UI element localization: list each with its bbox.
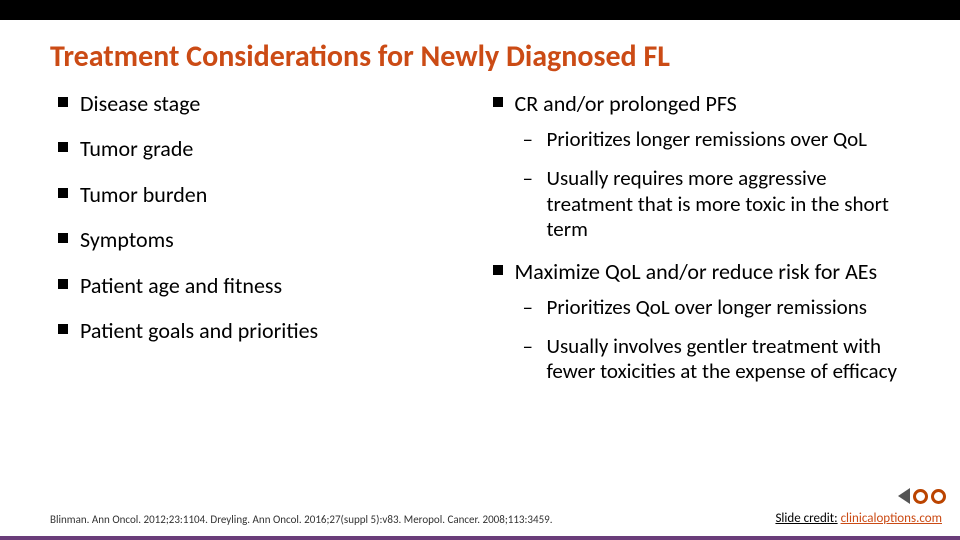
list-item: Maximize QoL and/or reduce risk for AEs (493, 259, 916, 285)
bullet-square-icon (58, 233, 68, 243)
list-item: CR and/or prolonged PFS (493, 91, 916, 117)
sub-list-item-label: Prioritizes QoL over longer remissions (547, 294, 868, 320)
dash-icon: – (523, 295, 533, 321)
left-column: Disease stage Tumor grade Tumor burden S… (58, 91, 487, 401)
footer: Blinman. Ann Oncol. 2012;23:1104. Dreyli… (0, 511, 960, 526)
page-title: Treatment Considerations for Newly Diagn… (0, 20, 960, 85)
bullet-square-icon (58, 97, 68, 107)
dash-icon: – (523, 334, 533, 360)
sub-list-item: –Usually requires more aggressive treatm… (523, 166, 916, 243)
sub-list-item-label: Usually requires more aggressive treatme… (547, 165, 889, 242)
list-item-label: Maximize QoL and/or reduce risk for AEs (515, 258, 878, 285)
sub-list: –Prioritizes QoL over longer remissions … (493, 295, 916, 385)
sub-list: –Prioritizes longer remissions over QoL … (493, 127, 916, 242)
list-item: Patient age and fitness (58, 273, 487, 299)
bullet-square-icon (58, 188, 68, 198)
list-item: Symptoms (58, 227, 487, 253)
list-item-label: Patient age and fitness (80, 272, 282, 299)
sub-list-item: –Usually involves gentler treatment with… (523, 334, 916, 385)
list-item: Tumor grade (58, 136, 487, 162)
credit-link[interactable]: clinicaloptions.com (841, 511, 942, 526)
bullet-square-icon (493, 265, 503, 275)
circle-icon (913, 489, 928, 504)
triangle-icon (898, 488, 910, 504)
list-item: Disease stage (58, 91, 487, 117)
list-item-label: Tumor grade (80, 135, 193, 162)
content-area: Disease stage Tumor grade Tumor burden S… (0, 85, 960, 401)
citation-text: Blinman. Ann Oncol. 2012;23:1104. Dreyli… (50, 513, 553, 526)
list-item-label: Disease stage (80, 90, 200, 117)
list-item-label: CR and/or prolonged PFS (515, 90, 737, 117)
brand-logo (898, 488, 946, 504)
top-bar (0, 0, 960, 20)
list-item-label: Patient goals and priorities (80, 317, 318, 344)
bullet-square-icon (58, 324, 68, 334)
list-item: Tumor burden (58, 182, 487, 208)
sub-list-item: –Prioritizes QoL over longer remissions (523, 295, 916, 321)
sub-list-item-label: Usually involves gentler treatment with … (547, 333, 897, 385)
sub-list-item-label: Prioritizes longer remissions over QoL (547, 126, 868, 152)
credit-label: Slide credit: (775, 511, 837, 526)
bottom-accent-line (0, 536, 960, 540)
slide: Treatment Considerations for Newly Diagn… (0, 0, 960, 540)
list-item-label: Symptoms (80, 226, 174, 253)
list-item-label: Tumor burden (80, 181, 207, 208)
bullet-square-icon (58, 142, 68, 152)
circle-icon (931, 489, 946, 504)
dash-icon: – (523, 166, 533, 192)
slide-credit: Slide credit: clinicaloptions.com (775, 511, 942, 526)
list-item: Patient goals and priorities (58, 318, 487, 344)
sub-list-item: –Prioritizes longer remissions over QoL (523, 127, 916, 153)
bullet-square-icon (58, 279, 68, 289)
bullet-square-icon (493, 97, 503, 107)
dash-icon: – (523, 127, 533, 153)
right-column: CR and/or prolonged PFS –Prioritizes lon… (487, 91, 916, 401)
